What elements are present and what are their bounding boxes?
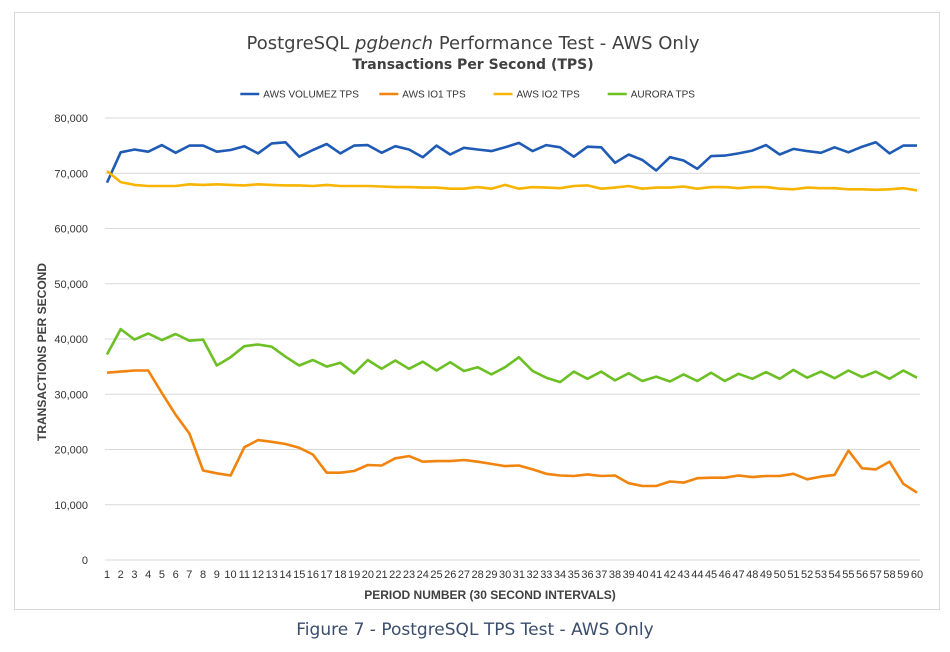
series-line-aws-volumez-tps — [105, 141, 917, 184]
y-tick-label: 60,000 — [54, 224, 88, 236]
x-tick-label: 7 — [186, 569, 192, 581]
x-tick-label: 34 — [554, 569, 566, 581]
figure-caption: Figure 7 - PostgreSQL TPS Test - AWS Onl… — [296, 620, 654, 640]
x-tick-label: 29 — [485, 569, 497, 581]
legend-label: AURORA TPS — [631, 90, 696, 101]
legend-label: AWS IO2 TPS — [517, 90, 581, 101]
y-axis-title: TRANSACTIONS PER SECOND — [35, 263, 49, 441]
x-tick-label: 50 — [774, 569, 786, 581]
x-tick-label: 44 — [691, 569, 703, 581]
x-tick-label: 40 — [636, 569, 648, 581]
x-tick-label: 8 — [200, 569, 206, 581]
x-tick-label: 12 — [252, 569, 264, 581]
series-lines — [105, 141, 918, 494]
x-tick-label: 3 — [131, 569, 137, 581]
x-tick-label: 24 — [417, 569, 429, 581]
y-tick-label: 40,000 — [54, 334, 88, 346]
x-tick-label: 32 — [526, 569, 538, 581]
y-tick-label: 70,000 — [54, 168, 88, 180]
legend: AWS VOLUMEZ TPS AWS IO1 TPS AWS IO2 TPS AUR… — [240, 90, 695, 101]
x-tick-label: 36 — [581, 569, 593, 581]
x-tick-label: 39 — [623, 569, 635, 581]
x-axis-title: PERIOD NUMBER (30 SECOND INTERVALS) — [364, 588, 616, 602]
series-line-aws-io2-tps — [106, 169, 918, 192]
x-tick-label: 15 — [293, 569, 305, 581]
series-line-aws-io1-tps — [106, 369, 918, 494]
y-axis-ticks: 0 10,000 20,000 30,000 40,000 50,000 60,000 70,… — [54, 113, 88, 567]
y-tick-label: 50,000 — [54, 279, 88, 291]
x-tick-label: 38 — [609, 569, 621, 581]
x-tick-label: 46 — [719, 569, 731, 581]
x-tick-label: 6 — [173, 569, 179, 581]
x-tick-label: 4 — [145, 569, 151, 581]
x-tick-label: 56 — [856, 569, 868, 581]
x-tick-label: 20 — [362, 569, 374, 581]
x-tick-label: 53 — [815, 569, 827, 581]
legend-label: AWS VOLUMEZ TPS — [263, 90, 359, 101]
x-tick-label: 26 — [444, 569, 456, 581]
series-line-aurora-tps — [105, 327, 918, 384]
x-tick-label: 43 — [677, 569, 689, 581]
x-tick-label: 47 — [732, 569, 744, 581]
x-tick-label: 2 — [118, 569, 124, 581]
x-tick-label: 17 — [321, 569, 333, 581]
x-tick-label: 58 — [883, 569, 895, 581]
x-tick-label: 54 — [829, 569, 841, 581]
x-axis-ticks: 1 2 3 4 5 6 7 8 9 10 11 12 13 14 15 16 17 18 19 20 21 22 23 24 2… — [104, 569, 923, 581]
x-tick-label: 55 — [842, 569, 854, 581]
x-tick-label: 9 — [214, 569, 220, 581]
x-tick-label: 51 — [787, 569, 799, 581]
x-tick-label: 45 — [705, 569, 717, 581]
x-tick-label: 31 — [513, 569, 525, 581]
x-tick-label: 25 — [430, 569, 442, 581]
x-tick-label: 5 — [159, 569, 165, 581]
x-tick-label: 28 — [472, 569, 484, 581]
chart-subtitle: Transactions Per Second (TPS) — [352, 57, 593, 73]
x-tick-label: 41 — [650, 569, 662, 581]
x-tick-label: 14 — [279, 569, 291, 581]
x-tick-label: 52 — [801, 569, 813, 581]
chart-title: PostgreSQL pgbench Performance Test - AW… — [247, 33, 700, 54]
x-tick-label: 16 — [307, 569, 319, 581]
x-tick-label: 18 — [334, 569, 346, 581]
x-tick-label: 23 — [403, 569, 415, 581]
x-tick-label: 19 — [348, 569, 360, 581]
legend-label: AWS IO1 TPS — [402, 90, 466, 101]
x-tick-label: 35 — [568, 569, 580, 581]
x-tick-label: 37 — [595, 569, 607, 581]
x-tick-label: 22 — [389, 569, 401, 581]
x-tick-label: 59 — [897, 569, 909, 581]
y-tick-label: 0 — [82, 555, 88, 567]
x-tick-label: 11 — [239, 569, 250, 581]
y-tick-label: 20,000 — [54, 445, 88, 457]
x-tick-label: 57 — [870, 569, 882, 581]
x-tick-label: 42 — [664, 569, 676, 581]
x-tick-label: 21 — [375, 569, 387, 581]
x-tick-label: 1 — [104, 569, 110, 581]
x-tick-label: 13 — [266, 569, 278, 581]
line-chart: PostgreSQL pgbench Performance Test - AW… — [35, 33, 923, 602]
x-tick-label: 49 — [760, 569, 772, 581]
y-tick-label: 10,000 — [54, 500, 88, 512]
y-tick-label: 30,000 — [54, 389, 88, 401]
x-tick-label: 48 — [746, 569, 758, 581]
gridlines — [105, 117, 920, 561]
x-tick-label: 33 — [540, 569, 552, 581]
x-tick-label: 60 — [911, 569, 923, 581]
y-tick-label: 80,000 — [54, 113, 88, 125]
chart-frame: PostgreSQL pgbench Performance Test - AW… — [14, 12, 940, 610]
x-tick-label: 30 — [499, 569, 511, 581]
x-tick-label: 27 — [458, 569, 470, 581]
x-tick-label: 10 — [224, 569, 236, 581]
